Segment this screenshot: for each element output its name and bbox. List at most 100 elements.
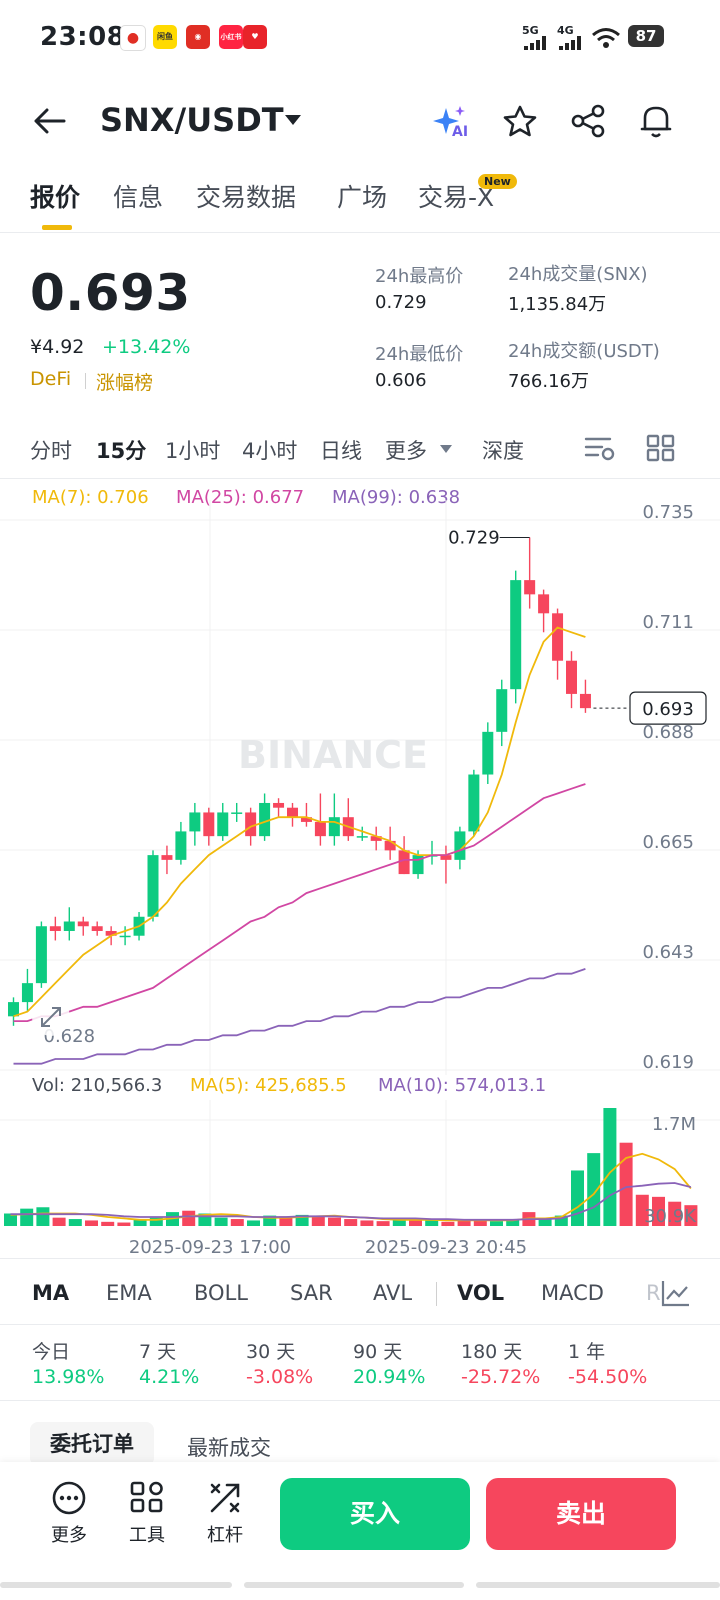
volume-bar: [263, 1215, 277, 1226]
volume-bar: [409, 1219, 422, 1226]
tools-label: 工具: [129, 1525, 165, 1546]
buy-button[interactable]: 买入: [280, 1478, 470, 1550]
bell-icon[interactable]: [638, 102, 674, 140]
back-arrow-icon[interactable]: [32, 106, 66, 136]
expand-icon: [41, 1007, 61, 1027]
more-label: 更多: [51, 1525, 87, 1546]
interval-1h[interactable]: 1小时: [165, 439, 221, 463]
high-marker-label: 0.729: [448, 527, 500, 548]
tab-info[interactable]: 信息: [113, 183, 164, 212]
vol-max-label: 1.7M: [652, 1114, 696, 1135]
volume-bar: [506, 1219, 520, 1226]
perf-label-90d: 90 天: [353, 1341, 403, 1363]
volume-bar: [457, 1220, 471, 1226]
vol-ma5-legend: MA(5): 425,685.5: [190, 1075, 347, 1096]
candle: [63, 907, 75, 941]
ai-button[interactable]: AI: [432, 104, 472, 142]
candle: [510, 570, 522, 704]
candle: [300, 802, 312, 827]
active-tab-indicator: [42, 225, 72, 230]
indicator-boll[interactable]: BOLL: [194, 1281, 248, 1305]
candle: [49, 916, 61, 941]
star-icon[interactable]: [502, 104, 538, 138]
expand-chart-button[interactable]: [32, 998, 70, 1036]
ma25-line: [13, 783, 586, 1022]
layout-grid-icon[interactable]: [646, 434, 676, 462]
indicator-avl[interactable]: AVL: [373, 1281, 413, 1305]
candle: [356, 826, 368, 841]
perf-value-30d: -3.08%: [246, 1366, 314, 1388]
share-icon[interactable]: [570, 104, 606, 138]
perf-value-7d: 4.21%: [139, 1366, 200, 1388]
dropdown-caret-icon[interactable]: [284, 114, 302, 126]
candle: [579, 679, 591, 713]
volume-bar: [652, 1196, 665, 1226]
interval-15m[interactable]: 15分: [96, 439, 147, 463]
binance-watermark: BINANCE: [238, 733, 428, 777]
volume-label: 24h成交量(SNX): [508, 264, 648, 285]
tab-square[interactable]: 广场: [337, 183, 388, 212]
app-notification-icon: ◉: [186, 25, 210, 49]
volume-bar: [344, 1219, 358, 1226]
candle: [273, 798, 285, 818]
volume-bar: [668, 1201, 682, 1226]
tag-defi[interactable]: DeFi: [30, 368, 72, 390]
divider: [0, 1258, 720, 1259]
chart-settings-icon[interactable]: [584, 434, 616, 462]
volume-bar: [133, 1219, 147, 1226]
pair-title[interactable]: SNX/USDT: [100, 101, 284, 139]
candle: [342, 798, 354, 841]
wifi-icon: [592, 28, 620, 48]
nav-indicator: [244, 1582, 464, 1588]
interval-daily[interactable]: 日线: [320, 439, 362, 463]
indicator-ma[interactable]: MA: [32, 1281, 70, 1305]
divider: [0, 232, 720, 233]
current-price-label: 0.693: [642, 699, 694, 720]
candle: [426, 840, 438, 865]
volume-bar: [230, 1219, 244, 1226]
chevron-down-icon: [440, 445, 452, 453]
indicator-ema[interactable]: EMA: [106, 1281, 152, 1305]
candle: [314, 793, 326, 846]
y-tick-label: 0.735: [642, 502, 694, 523]
indicator-macd[interactable]: MACD: [541, 1281, 604, 1305]
indicator-vol[interactable]: VOL: [457, 1281, 505, 1305]
tag-gainers[interactable]: 涨幅榜: [96, 372, 154, 394]
candle: [524, 537, 536, 609]
tab-quote[interactable]: 报价: [30, 183, 81, 212]
volume-bar: [4, 1213, 17, 1226]
clock: 23:08: [40, 22, 126, 52]
leverage-tool[interactable]: 杠杆: [195, 1480, 255, 1547]
indicator-rsi[interactable]: R: [646, 1281, 661, 1305]
sell-button[interactable]: 卖出: [486, 1478, 676, 1550]
app-notification-icon: ●: [120, 25, 146, 51]
high-label: 24h最高价: [375, 266, 464, 287]
perf-value-180d: -25.72%: [461, 1366, 541, 1388]
candlestick-chart[interactable]: BINANCE 0.735 0.711 0.688 0.665 0.643 0.619 0…: [0, 500, 720, 1075]
tab-latest-trades[interactable]: 最新成交: [187, 1436, 271, 1460]
network-5g: 5G: [522, 24, 539, 37]
tab-open-orders[interactable]: 委托订单: [30, 1422, 154, 1466]
candle: [552, 608, 564, 680]
interval-depth[interactable]: 深度: [482, 439, 524, 463]
perf-label-30d: 30 天: [246, 1341, 296, 1363]
indicator-divider: [436, 1282, 437, 1306]
volume-chart[interactable]: 1.7M 30.9K 2025-09-23 17:00 2025-09-23 2…: [0, 1100, 720, 1260]
volume-bar: [376, 1221, 390, 1226]
perf-value-1y: -54.50%: [568, 1366, 648, 1388]
leverage-label: 杠杆: [207, 1525, 243, 1546]
tools-tool[interactable]: 工具: [117, 1480, 177, 1547]
more-tool[interactable]: 更多: [39, 1480, 99, 1547]
interval-4h[interactable]: 4小时: [242, 439, 298, 463]
volume-bar: [20, 1208, 34, 1226]
last-price: 0.693: [30, 264, 191, 322]
tab-trading-data[interactable]: 交易数据: [196, 183, 297, 212]
interval-more[interactable]: 更多: [385, 439, 427, 463]
volume-bar: [247, 1220, 260, 1226]
interval-timeline[interactable]: 分时: [30, 439, 72, 463]
cny-price: ¥4.92: [30, 336, 85, 358]
indicator-settings-icon[interactable]: [660, 1278, 692, 1308]
xianyu-app-icon: 闲鱼: [153, 25, 177, 49]
indicator-sar[interactable]: SAR: [290, 1281, 333, 1305]
volume-bar: [36, 1207, 50, 1226]
